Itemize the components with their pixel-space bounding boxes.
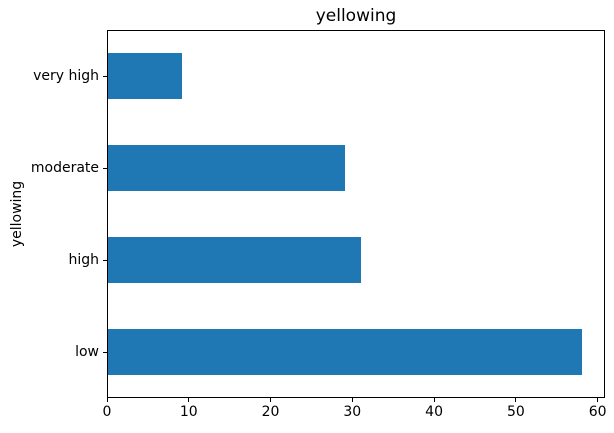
x-tick-mark (270, 398, 272, 402)
x-tick-label: 40 (425, 404, 443, 420)
y-tick-label: low (75, 344, 99, 360)
x-tick-label: 50 (506, 404, 525, 420)
y-tick-label: moderate (30, 160, 99, 176)
y-tick-label: very high (33, 68, 99, 84)
x-tick-label: 10 (179, 404, 198, 420)
x-tick-mark (351, 398, 353, 402)
y-tick-mark (103, 351, 107, 353)
bar-high (108, 237, 362, 283)
y-axis-label: yellowing (9, 180, 25, 248)
bar-low (108, 329, 583, 375)
y-tick-mark (103, 167, 107, 169)
chart-title: yellowing (315, 6, 397, 26)
bar-moderate (108, 145, 346, 191)
x-tick-mark (597, 398, 599, 402)
bar-very-high (108, 53, 182, 99)
x-tick-mark (106, 398, 108, 402)
x-tick-mark (433, 398, 435, 402)
y-tick-label: high (68, 252, 99, 268)
y-tick-mark (103, 259, 107, 261)
x-tick-mark (515, 398, 517, 402)
x-tick-mark (188, 398, 190, 402)
x-tick-label: 60 (588, 404, 607, 420)
x-tick-label: 30 (343, 404, 362, 420)
y-tick-mark (103, 75, 107, 77)
x-tick-label: 20 (261, 404, 280, 420)
x-tick-label: 0 (102, 404, 112, 420)
